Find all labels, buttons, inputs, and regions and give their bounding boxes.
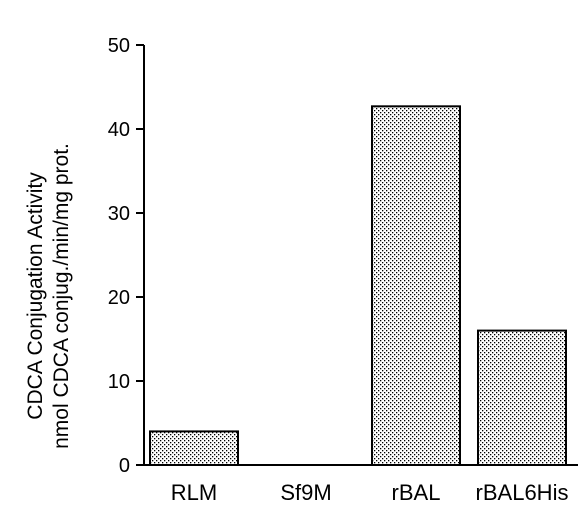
y-axis-units-label: nmol CDCA conjug./min/mg prot. <box>50 143 73 449</box>
x-category-label: Sf9M <box>280 480 331 505</box>
x-category-label: rBAL <box>392 480 441 505</box>
y-tick-label: 50 <box>108 35 130 57</box>
y-ticks-group: 0 10 20 30 40 50 <box>108 35 144 477</box>
bar-rbal <box>371 105 461 466</box>
y-tick-label: 10 <box>108 371 130 393</box>
y-tick-label: 0 <box>119 455 130 477</box>
y-tick-label: 20 <box>108 287 130 309</box>
y-tick-label: 40 <box>108 119 130 141</box>
bars-group <box>149 105 567 466</box>
bar-rlm <box>149 430 239 466</box>
x-category-label: RLM <box>171 480 217 505</box>
y-tick-label: 30 <box>108 203 130 225</box>
y-axis-title: CDCA Conjugation Activity nmol CDCA conj… <box>24 143 73 449</box>
x-labels-group: RLM Sf9M rBAL rBAL6His <box>171 480 569 505</box>
y-axis-label: CDCA Conjugation Activity <box>24 172 47 420</box>
bar-rbal6his <box>477 329 567 466</box>
x-category-label: rBAL6His <box>476 480 569 505</box>
